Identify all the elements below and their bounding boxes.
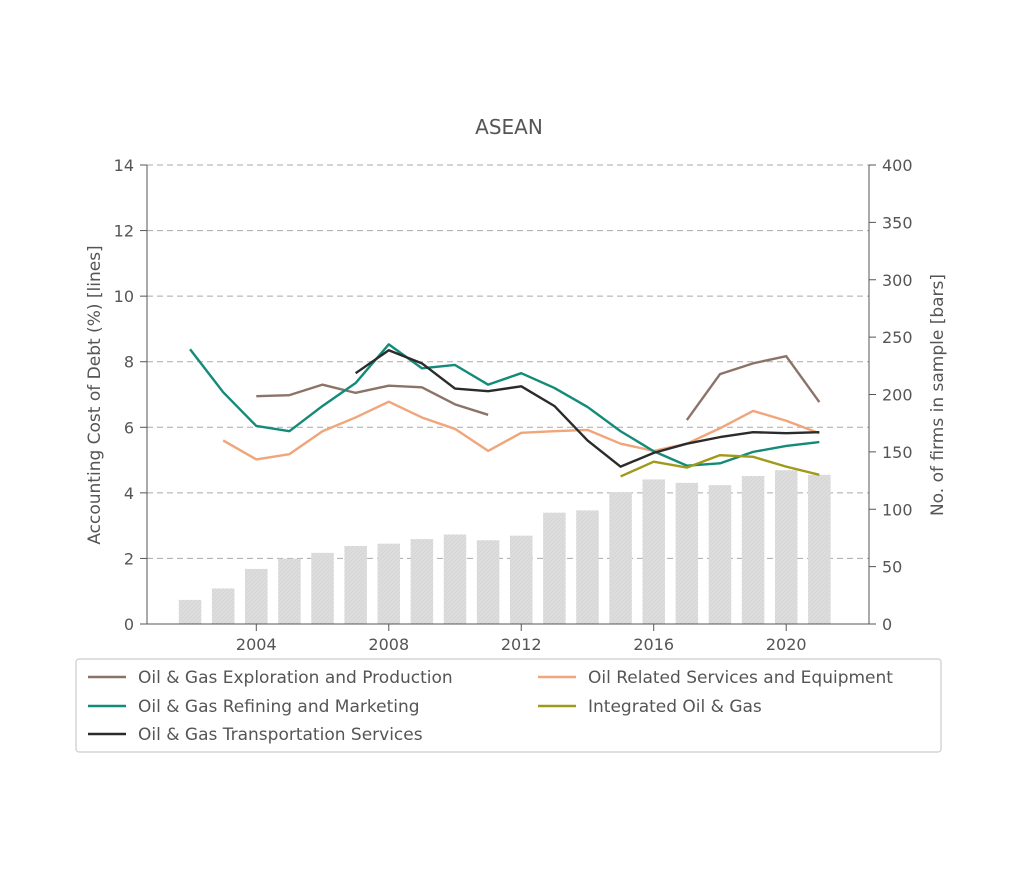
firm-count-bar: [808, 474, 831, 624]
x-tick-label: 2012: [501, 635, 542, 654]
firm-count-bar: [344, 545, 367, 624]
legend-label: Oil & Gas Exploration and Production: [138, 668, 453, 688]
bar-series: [178, 470, 831, 624]
firm-count-bar: [178, 599, 202, 624]
series-line-1: [222, 400, 820, 461]
firm-count-bar: [377, 543, 401, 624]
legend-label: Oil Related Services and Equipment: [588, 668, 893, 688]
firm-count-bar: [443, 534, 467, 624]
series-line-2: [189, 343, 820, 467]
y2-axis-label: No. of firms in sample [bars]: [928, 274, 948, 516]
y-tick-label: 14: [114, 156, 134, 175]
firm-count-bar: [543, 512, 566, 624]
legend-label: Oil & Gas Refining and Marketing: [138, 697, 420, 717]
legend: Oil & Gas Exploration and Production Oil …: [75, 658, 942, 753]
x-tick-label: 2016: [633, 635, 674, 654]
y2-tick-label: 250: [882, 328, 913, 347]
legend-label: Integrated Oil & Gas: [588, 697, 762, 717]
firm-count-bar: [410, 539, 434, 624]
y2-tick-label: 200: [882, 386, 913, 405]
line-series: [189, 343, 821, 478]
y2-tick-label: 100: [882, 500, 913, 519]
y2-tick-label: 50: [882, 558, 902, 577]
series-line-0: [256, 383, 489, 416]
y2-tick-label: 0: [882, 615, 892, 634]
x-tick-label: 2020: [766, 635, 807, 654]
y-tick-label: 4: [124, 484, 134, 503]
series-line-4: [354, 349, 820, 468]
y2-tick-label: 300: [882, 271, 913, 290]
firm-count-bar: [278, 558, 301, 624]
firm-count-bar: [476, 540, 500, 624]
series-line-3: [620, 453, 820, 478]
firm-count-bar: [245, 568, 268, 624]
y2-tick-label: 400: [882, 156, 913, 175]
firm-count-bar: [311, 552, 334, 624]
x-tick-label: 2004: [236, 635, 277, 654]
firm-count-bar: [509, 535, 533, 624]
firm-count-bar: [609, 492, 632, 624]
firm-count-bar: [708, 485, 732, 624]
y2-tick-label: 150: [882, 443, 913, 462]
legend-label: Oil & Gas Transportation Services: [138, 725, 423, 745]
firm-count-bar: [741, 475, 765, 624]
y-tick-label: 10: [114, 287, 134, 306]
firm-count-bar: [774, 470, 798, 624]
y2-tick-label: 350: [882, 213, 913, 232]
y-tick-label: 6: [124, 418, 134, 437]
y-tick-label: 12: [114, 222, 134, 241]
firm-count-bar: [642, 479, 665, 624]
firm-count-bar: [675, 482, 699, 624]
axes: 0 2 4 6 8 10 12 14 0 50 100 150 200 250 300 350 400 2004 2…: [114, 156, 913, 654]
y-tick-label: 2: [124, 549, 134, 568]
y-axis-label: Accounting Cost of Debt (%) [lines]: [85, 245, 105, 544]
chart-title: ASEAN: [475, 115, 543, 139]
legend-frame: [75, 658, 942, 753]
series-line-0: [685, 354, 821, 421]
firm-count-bar: [576, 510, 599, 624]
y-tick-label: 0: [124, 615, 134, 634]
x-tick-label: 2008: [368, 635, 409, 654]
y-tick-label: 8: [124, 353, 134, 372]
firm-count-bar: [211, 588, 235, 624]
